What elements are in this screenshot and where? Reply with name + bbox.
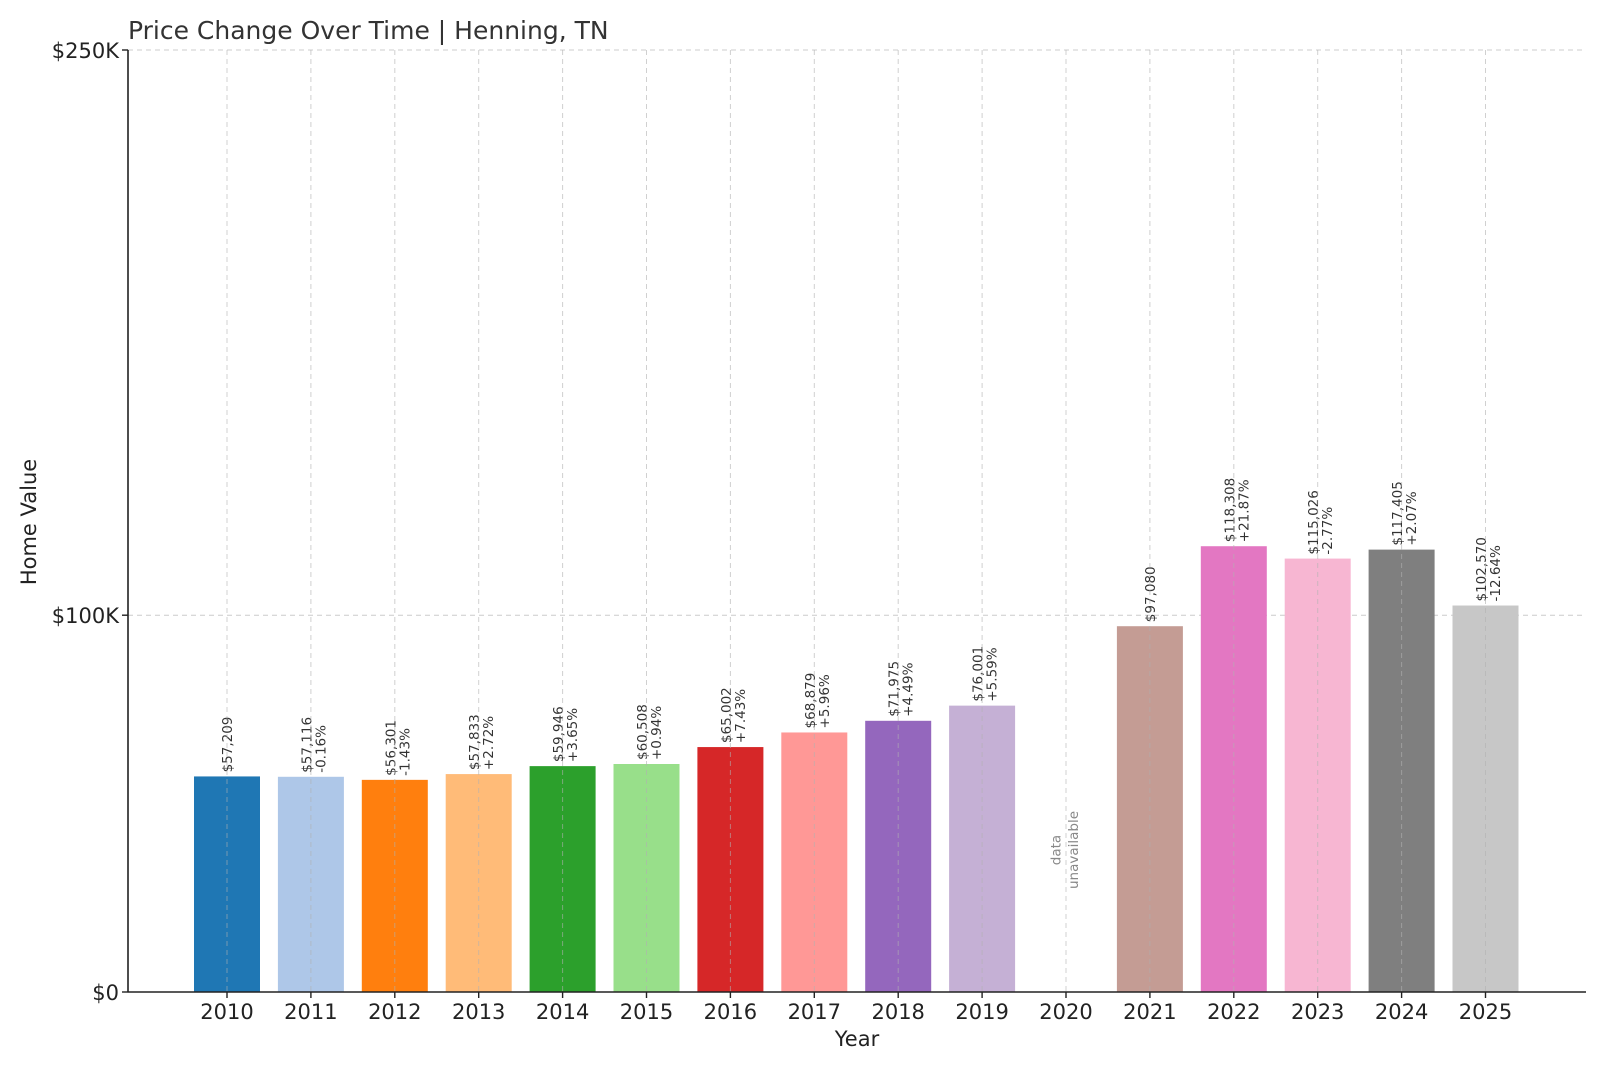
x-tick-label: 2014 bbox=[536, 1000, 589, 1024]
x-tick-labels: 2010 2011 2012 2013 2014 2015 2016 2017 2018 2019… bbox=[200, 992, 1512, 1024]
x-tick-label: 2012 bbox=[368, 1000, 421, 1024]
axes bbox=[127, 50, 1586, 993]
x-tick-label: 2024 bbox=[1375, 1000, 1428, 1024]
change-label-2016: +7.43% bbox=[733, 689, 749, 743]
change-label-2011: -0.16% bbox=[313, 725, 329, 773]
change-label-2013: +2.72% bbox=[481, 716, 497, 770]
value-label-2021: $97,080 bbox=[1143, 566, 1159, 622]
change-label-2014: +3.65% bbox=[565, 708, 581, 762]
bars bbox=[194, 546, 1519, 992]
value-label-2019: $76,001 bbox=[971, 646, 987, 702]
change-label-2015: +0.94% bbox=[649, 706, 665, 760]
x-tick-label: 2015 bbox=[620, 1000, 673, 1024]
grid-lines bbox=[128, 49, 1586, 616]
missing-data-label: data bbox=[1049, 835, 1065, 865]
bar-2011 bbox=[277, 776, 344, 992]
missing-data-label: unavailable bbox=[1066, 811, 1082, 889]
bar-labels: $57,209 $57,116-0.16% $56,301-1.43% $57,833… bbox=[220, 50, 1504, 992]
change-label-2012: -1.43% bbox=[397, 728, 413, 776]
y-tick-label: $250K bbox=[52, 39, 120, 63]
x-tick-label: 2017 bbox=[788, 1000, 841, 1024]
y-tick-labels: $0 $100K $250K bbox=[52, 39, 128, 1005]
x-tick-label: 2016 bbox=[704, 1000, 757, 1024]
value-label-2010: $57,209 bbox=[220, 717, 236, 773]
x-tick-label: 2013 bbox=[452, 1000, 505, 1024]
bar-2019 bbox=[949, 705, 1016, 992]
x-axis-label: Year bbox=[834, 1027, 880, 1051]
x-tick-label: 2023 bbox=[1291, 1000, 1344, 1024]
change-label-2017: +5.96% bbox=[817, 674, 833, 728]
change-label-2025: -12.64% bbox=[1488, 545, 1504, 602]
chart-title: Price Change Over Time | Henning, TN bbox=[128, 16, 609, 45]
y-tick-label: $100K bbox=[52, 604, 120, 628]
x-tick-label: 2010 bbox=[200, 1000, 253, 1024]
x-tick-label: 2021 bbox=[1123, 1000, 1176, 1024]
value-label-2011: $57,116 bbox=[299, 717, 315, 773]
y-axis-label: Home Value bbox=[17, 459, 41, 585]
value-label-2017: $68,879 bbox=[803, 673, 819, 729]
change-label-2018: +4.49% bbox=[901, 662, 917, 716]
x-tick-label: 2019 bbox=[955, 1000, 1008, 1024]
change-label-2023: -2.77% bbox=[1320, 507, 1336, 555]
x-tick-label: 2025 bbox=[1459, 1000, 1512, 1024]
x-tick-label: 2018 bbox=[871, 1000, 924, 1024]
x-tick-label: 2022 bbox=[1207, 1000, 1260, 1024]
x-tick-label: 2020 bbox=[1039, 1000, 1092, 1024]
change-label-2024: +2.07% bbox=[1404, 491, 1420, 545]
change-label-2022: +21.87% bbox=[1236, 479, 1252, 542]
change-label-2019: +5.59% bbox=[985, 647, 1001, 701]
y-tick-label: $0 bbox=[92, 981, 119, 1005]
bar-2010 bbox=[194, 776, 260, 992]
x-tick-label: 2011 bbox=[284, 1000, 337, 1024]
